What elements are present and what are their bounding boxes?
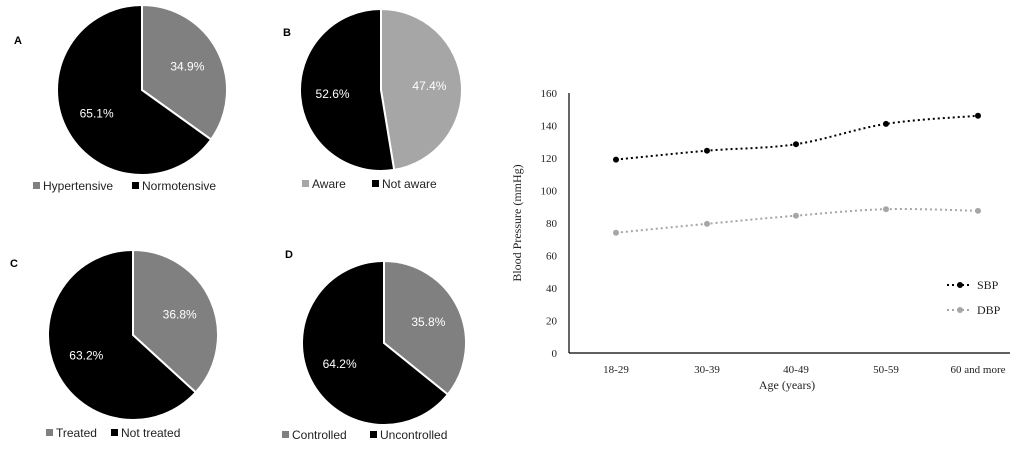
legend-marker (957, 307, 963, 313)
data-point-dbp (613, 229, 619, 236)
x-tick-label: 50-59 (873, 364, 899, 376)
pie-slice-uncontrolled (301, 259, 450, 426)
pie-slice-hypertensive (141, 3, 228, 141)
legend-marker (957, 282, 963, 288)
panel-letter: D (285, 249, 293, 261)
panel-letter: C (10, 258, 18, 270)
legend-swatch (372, 180, 379, 187)
x-tick-label: 30-39 (694, 364, 720, 376)
slice-percent-label: 52.6% (316, 87, 350, 101)
legend-label: DBP (977, 303, 1001, 317)
legend-label: SBP (977, 278, 999, 292)
pie-panel-c: C 36.8% 63.2% Treated Not treated (10, 248, 219, 440)
x-axis-title: Age (years) (759, 378, 815, 392)
line-chart: 0 20 40 60 80 100 120 140 160 18-29 30-39 40-49 50-5… (510, 88, 1010, 392)
data-point-sbp (704, 147, 710, 154)
slice-percent-label: 34.9% (170, 60, 204, 74)
y-tick-label: 100 (541, 186, 558, 198)
legend-label: Controlled (292, 428, 347, 442)
pie-slice-not-aware (299, 7, 396, 172)
legend-label: Treated (56, 426, 97, 440)
slice-percent-label: 35.8% (411, 315, 445, 329)
slice-percent-label: 65.1% (80, 106, 114, 120)
legend-swatch (370, 431, 377, 438)
data-point-sbp (793, 141, 799, 148)
data-point-dbp (975, 207, 981, 214)
data-point-sbp (975, 112, 981, 119)
data-point-sbp (883, 120, 889, 127)
pie-panel-a: A 34.9% 65.1% Hypertensive Normotensive (14, 3, 228, 193)
y-tick-label: 60 (546, 251, 558, 263)
data-point-dbp (704, 220, 710, 227)
data-point-dbp (793, 212, 799, 219)
panel-letter: A (14, 35, 22, 47)
x-tick-label: 18-29 (603, 364, 629, 376)
y-axis-title: Blood Pressure (mmHg) (510, 164, 524, 281)
legend-label: Not aware (382, 177, 437, 191)
pie-slice-aware (380, 7, 463, 172)
y-tick-label: 80 (546, 218, 558, 230)
y-tick-label: 40 (546, 283, 558, 295)
legend-swatch (46, 429, 53, 436)
legend-swatch (111, 429, 118, 436)
pie-slice-treated (132, 248, 219, 394)
panel-letter: B (283, 27, 291, 39)
pie-slice-controlled (383, 259, 467, 396)
slice-percent-label: 36.8% (163, 307, 197, 321)
legend-label: Normotensive (142, 179, 216, 193)
pie-charts: A 34.9% 65.1% Hypertensive Normotensive B 47.4… (10, 3, 467, 442)
legend-label: Hypertensive (43, 179, 113, 193)
data-point-sbp (613, 156, 619, 163)
y-tick-label: 120 (541, 153, 558, 165)
slice-percent-label: 63.2% (69, 349, 103, 363)
legend-swatch (282, 431, 289, 438)
series-line-dbp (615, 208, 979, 234)
slice-percent-label: 64.2% (323, 357, 357, 371)
pie-slice-not-treated (47, 248, 198, 421)
y-tick-label: 0 (552, 348, 558, 360)
y-tick-label: 20 (546, 316, 558, 328)
slice-percent-label: 47.4% (412, 79, 446, 93)
legend-swatch (302, 180, 309, 187)
y-tick-label: 160 (541, 88, 558, 100)
pie-panel-b: B 47.4% 52.6% Aware Not aware (283, 7, 463, 191)
legend-label: Aware (312, 177, 346, 191)
data-point-dbp (883, 206, 889, 213)
y-tick-label: 140 (541, 121, 558, 133)
legend-label: Uncontrolled (380, 428, 447, 442)
x-tick-label: 40-49 (783, 364, 809, 376)
x-tick-label: 60 and more (951, 364, 1006, 376)
legend-swatch (132, 182, 139, 189)
series-line-sbp (615, 114, 979, 161)
pie-panel-d: D 35.8% 64.2% Controlled Uncontrolled (282, 249, 467, 442)
legend-swatch (33, 182, 40, 189)
legend-label: Not treated (121, 426, 180, 440)
pie-slice-normotensive (56, 3, 213, 176)
